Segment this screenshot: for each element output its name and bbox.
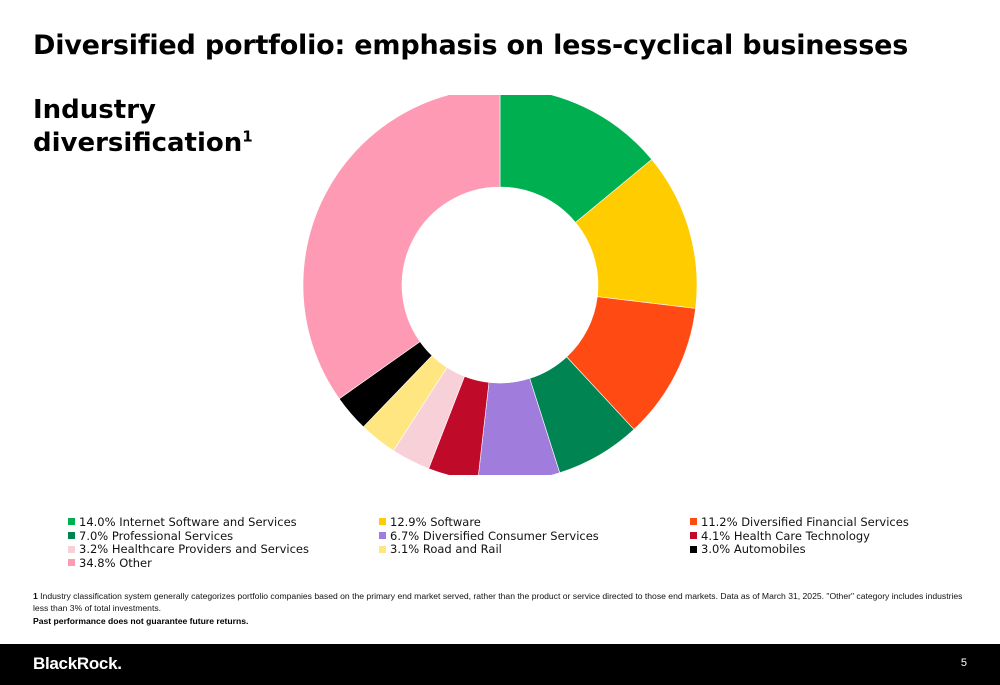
legend-label: 4.1% Health Care Technology [701, 528, 870, 543]
section-title-text: Industry diversification [33, 95, 243, 158]
legend-item-4: 6.7% Diversified Consumer Services [379, 529, 690, 543]
legend-swatch [68, 532, 75, 540]
footnote-text: Industry classification system generally… [33, 591, 963, 613]
footnote: 1 Industry classification system general… [33, 591, 963, 614]
legend-label: 3.0% Automobiles [701, 542, 806, 557]
legend-label: 11.2% Diversified Financial Services [701, 514, 909, 529]
legend-item-9: 34.8% Other [68, 556, 379, 570]
legend-swatch [68, 545, 75, 553]
legend-swatch [690, 545, 697, 553]
donut-slice-9 [302, 95, 501, 400]
legend-swatch [379, 545, 386, 553]
legend-swatch [690, 532, 697, 540]
legend-label: 3.1% Road and Rail [390, 542, 502, 557]
legend-label: 34.8% Other [79, 555, 152, 570]
page-title: Diversified portfolio: emphasis on less-… [33, 30, 909, 61]
footer-bar: BlackRock. 5 [0, 644, 1000, 685]
donut-slice-4 [478, 378, 561, 475]
legend-label: 14.0% Internet Software and Services [79, 514, 297, 529]
section-title: Industry diversification1 [33, 94, 313, 160]
legend-item-2: 11.2% Diversified Financial Services [690, 515, 970, 529]
footnote-number: 1 [33, 591, 38, 601]
legend-item-1: 12.9% Software [379, 515, 690, 529]
legend-item-3: 7.0% Professional Services [68, 529, 379, 543]
legend-item-6: 3.2% Healthcare Providers and Services [68, 542, 379, 556]
legend-label: 7.0% Professional Services [79, 528, 234, 543]
performance-disclaimer: Past performance does not guarantee futu… [33, 616, 249, 626]
legend-item-8: 3.0% Automobiles [690, 542, 970, 556]
legend-swatch [68, 559, 75, 567]
chart-legend: 14.0% Internet Software and Services 12.9… [68, 515, 968, 570]
legend-swatch [690, 518, 697, 526]
legend-item-0: 14.0% Internet Software and Services [68, 515, 379, 529]
legend-item-5: 4.1% Health Care Technology [690, 529, 970, 543]
legend-item-7: 3.1% Road and Rail [379, 542, 690, 556]
donut-chart [302, 95, 698, 475]
legend-label: 12.9% Software [390, 514, 481, 529]
blackrock-logo: BlackRock. [33, 654, 122, 673]
legend-swatch [379, 532, 386, 540]
footnote-marker: 1 [242, 127, 253, 146]
legend-label: 6.7% Diversified Consumer Services [390, 528, 599, 543]
legend-swatch [379, 518, 386, 526]
page-number: 5 [960, 657, 967, 669]
legend-swatch [68, 518, 75, 526]
legend-label: 3.2% Healthcare Providers and Services [79, 542, 309, 557]
